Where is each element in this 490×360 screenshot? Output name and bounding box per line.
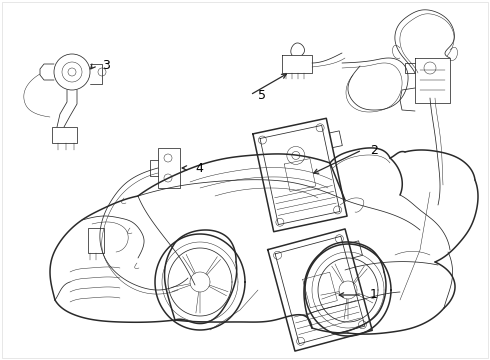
Text: 4: 4 bbox=[195, 162, 203, 175]
Text: 3: 3 bbox=[102, 59, 110, 72]
Text: 1: 1 bbox=[370, 288, 378, 302]
Text: 2: 2 bbox=[370, 144, 378, 157]
Text: 5: 5 bbox=[258, 89, 266, 102]
